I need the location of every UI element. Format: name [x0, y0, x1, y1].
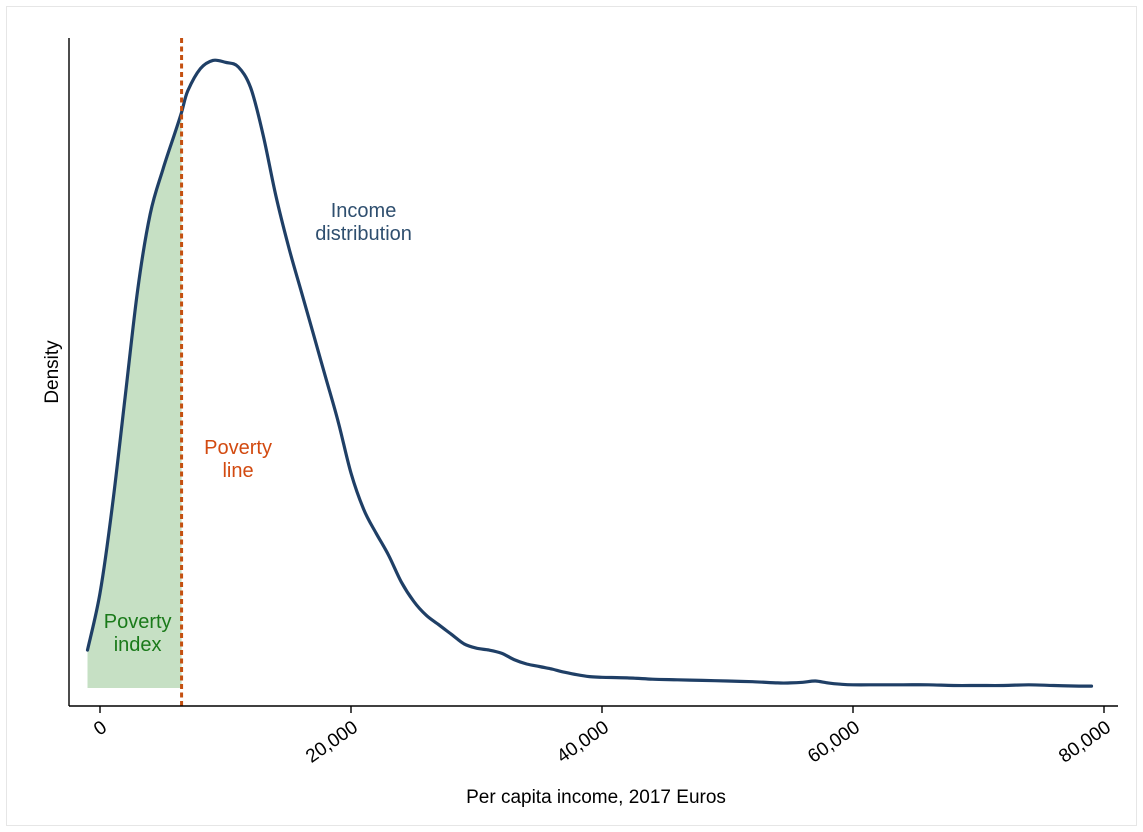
annotation-povline: Poverty line: [204, 437, 272, 482]
x-ticks: 0 20,000 40,000 60,000 80,000: [90, 706, 1115, 767]
x-axis-label: Per capita income, 2017 Euros: [466, 787, 726, 808]
x-tick-label: 40,000: [553, 717, 613, 768]
annotation-povindex: Poverty index: [104, 611, 172, 656]
annotations: Income distribution Poverty line Poverty inde…: [104, 200, 412, 656]
axes: [68, 38, 1118, 707]
x-tick-label: 20,000: [302, 717, 362, 768]
annotation-income: Income distribution: [315, 200, 412, 245]
x-tick-label: 60,000: [804, 717, 864, 768]
poverty-area-layer: [87, 112, 182, 688]
curve-layer: [85, 58, 1094, 688]
income-density-curve: [85, 58, 1094, 688]
x-tick-label: 0: [90, 717, 111, 740]
chart-frame: [6, 6, 1137, 826]
x-tick-label: 80,000: [1055, 717, 1115, 768]
y-axis-label: Density: [42, 340, 63, 404]
poverty-index-area: [87, 112, 182, 688]
